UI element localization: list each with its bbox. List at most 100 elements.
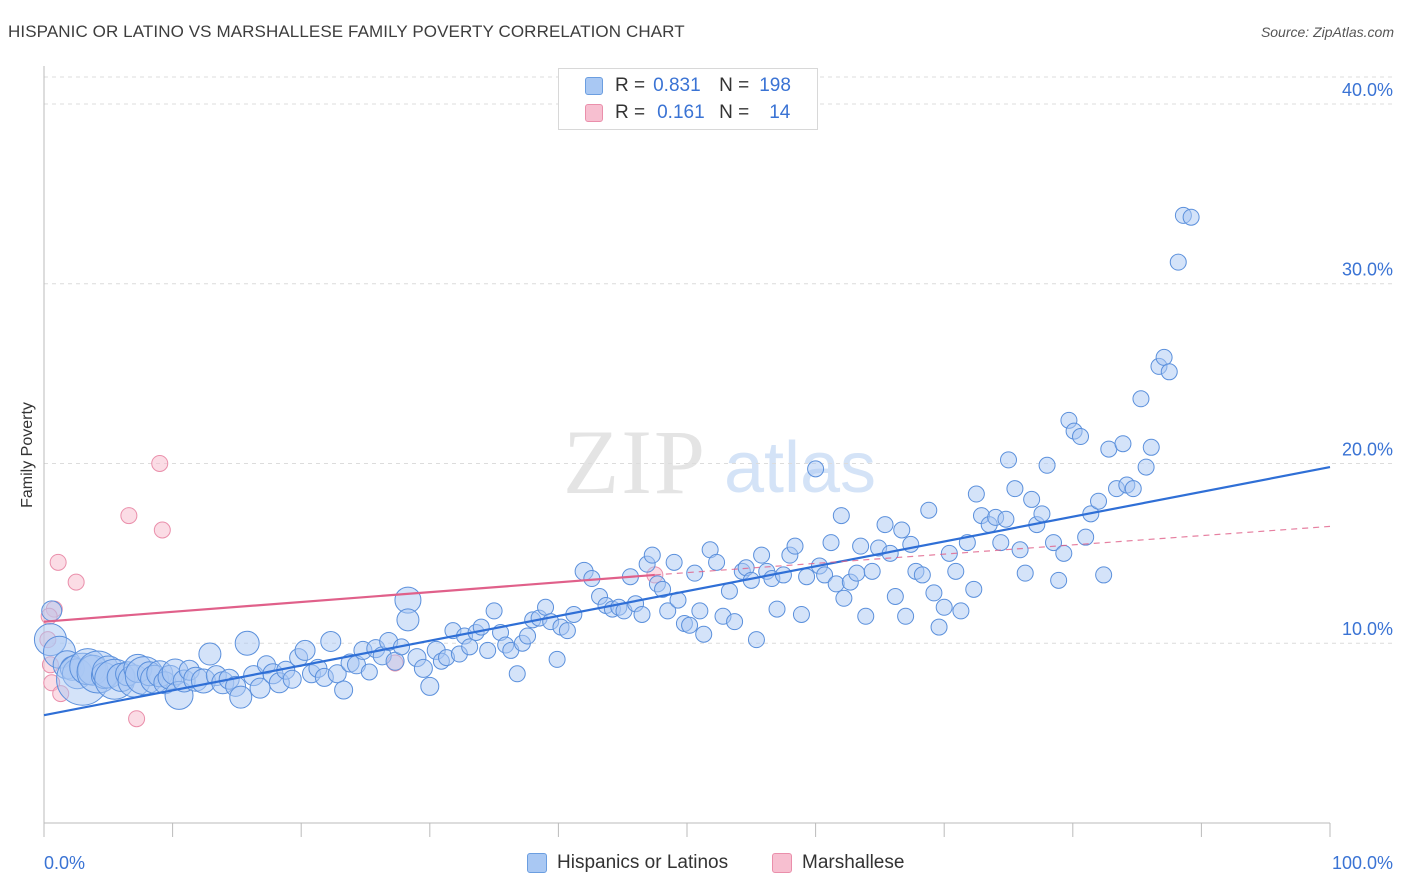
- hispanic-point: [249, 677, 271, 699]
- hispanic-point: [1160, 363, 1178, 381]
- hispanic-point: [360, 663, 378, 681]
- n-value: 198: [759, 75, 791, 96]
- hispanic-point: [807, 460, 825, 478]
- hispanic-point: [965, 580, 983, 598]
- hispanic-point: [1072, 428, 1090, 446]
- y-tick-label: 10.0%: [1342, 619, 1393, 639]
- hispanic-point: [1132, 390, 1150, 408]
- hispanic-point: [1055, 544, 1073, 562]
- marshallese-point: [67, 573, 85, 591]
- n-value: 14: [769, 102, 791, 123]
- hispanic-point: [893, 521, 911, 539]
- hispanic-point: [913, 566, 931, 584]
- n-label: N =: [719, 75, 750, 96]
- hispanic-point: [967, 485, 985, 503]
- hispanic-point: [665, 553, 683, 571]
- hispanic-point: [1016, 564, 1034, 582]
- hispanic-point: [461, 638, 479, 656]
- hispanic-swatch: [585, 77, 603, 95]
- hispanic-point: [508, 665, 526, 683]
- hispanic-point: [1182, 208, 1200, 226]
- hispanic-point: [1033, 505, 1051, 523]
- x-tick-label: 0.0%: [44, 853, 85, 873]
- hispanic-point: [485, 602, 503, 620]
- r-value: 0.161: [657, 102, 705, 123]
- hispanic-point: [229, 685, 253, 709]
- hispanic-point: [753, 546, 771, 564]
- hispanic-point: [537, 598, 555, 616]
- hispanic-point: [992, 534, 1010, 552]
- hispanic-point: [320, 630, 342, 652]
- hispanic-legend-swatch: [527, 853, 547, 873]
- hispanic-point: [822, 534, 840, 552]
- hispanic-point: [827, 575, 845, 593]
- hispanic-point: [1023, 490, 1041, 508]
- hispanic-point: [930, 618, 948, 636]
- x-tick-label: 100.0%: [1332, 853, 1393, 873]
- hispanic-point: [768, 600, 786, 618]
- hispanic-point: [816, 566, 834, 584]
- hispanic-point: [1137, 458, 1155, 476]
- stats-legend-row-marshallese: R = 0.161 N = 14: [585, 100, 790, 126]
- y-tick-label: 30.0%: [1342, 260, 1393, 280]
- hispanic-point: [726, 613, 744, 631]
- hispanic-point: [548, 650, 566, 668]
- marshallese-swatch: [585, 104, 603, 122]
- series-legend: Hispanics or Latinos Marshallese: [0, 852, 1406, 878]
- y-axis-label: Family Poverty: [19, 402, 36, 508]
- watermark: ZIP atlas: [563, 411, 876, 513]
- chart-title: HISPANIC OR LATINO VS MARSHALLESE FAMILY…: [8, 22, 685, 41]
- marshallese-point: [151, 454, 169, 472]
- hispanic-point: [863, 562, 881, 580]
- hispanic-point: [420, 676, 440, 696]
- hispanic-point: [1155, 348, 1173, 366]
- hispanic-point: [848, 564, 866, 582]
- hispanic-point: [234, 630, 260, 656]
- legend-item-marshallese[interactable]: Marshallese: [772, 852, 904, 874]
- hispanic-point: [1011, 541, 1029, 559]
- marshallese-trend-line: [43, 573, 655, 623]
- hispanic-point: [1100, 440, 1118, 458]
- hispanic-point: [747, 631, 765, 649]
- legend-label: Marshallese: [802, 852, 905, 873]
- hispanic-point: [786, 537, 804, 555]
- marshallese-trend-extension: [654, 525, 1331, 576]
- legend-label: Hispanics or Latinos: [557, 852, 729, 873]
- stats-legend: R = 0.831 N = 198 R = 0.161 N = 14: [558, 68, 818, 130]
- hispanic-point: [691, 602, 709, 620]
- hispanic-point: [935, 598, 953, 616]
- hispanic-point: [1095, 566, 1113, 584]
- hispanic-point: [1142, 438, 1160, 456]
- n-label: N =: [719, 102, 750, 123]
- hispanic-point: [41, 600, 63, 622]
- marshallese-point: [120, 507, 138, 525]
- stats-legend-row-hispanic: R = 0.831 N = 198: [585, 73, 791, 99]
- hispanic-point: [940, 544, 958, 562]
- hispanic-point: [1038, 456, 1056, 474]
- hispanic-point: [1169, 253, 1187, 271]
- legend-item-hispanic[interactable]: Hispanics or Latinos: [527, 852, 728, 874]
- hispanic-point: [1050, 571, 1068, 589]
- hispanic-point: [334, 680, 354, 700]
- hispanic-point: [659, 602, 677, 620]
- hispanic-points: [33, 206, 1200, 710]
- hispanic-point: [327, 664, 347, 684]
- hispanic-point: [1090, 492, 1108, 510]
- hispanic-point: [558, 622, 576, 640]
- source-label: Source: ZipAtlas.com: [1260, 24, 1394, 40]
- marshallese-point: [128, 710, 146, 728]
- hispanic-point: [857, 607, 875, 625]
- hispanic-point: [876, 516, 894, 534]
- hispanic-point: [852, 537, 870, 555]
- hispanic-point: [643, 546, 661, 564]
- hispanic-point: [294, 639, 316, 661]
- watermark-atlas: atlas: [724, 428, 876, 508]
- hispanic-point: [282, 669, 302, 689]
- hispanic-point: [952, 602, 970, 620]
- hispanic-point: [897, 607, 915, 625]
- hispanic-point: [681, 616, 699, 634]
- hispanic-point: [1045, 534, 1063, 552]
- hispanic-point: [997, 510, 1015, 528]
- hispanic-point: [1006, 480, 1024, 498]
